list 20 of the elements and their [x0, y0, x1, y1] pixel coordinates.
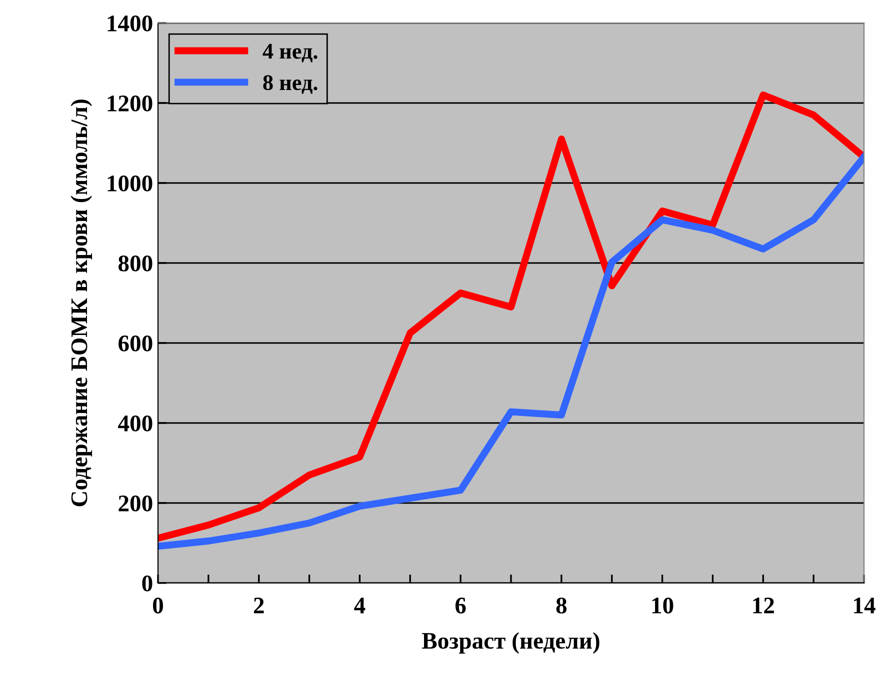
x-tick-label: 12	[753, 598, 774, 614]
y-tick-label: 1400	[108, 15, 152, 32]
y-tick-label: 800	[118, 255, 152, 272]
legend-label: 4 нед.	[262, 44, 318, 62]
y-tick-label: 1000	[108, 175, 152, 192]
x-tick-label: 2	[254, 598, 264, 614]
x-tick-label: 14	[854, 598, 876, 614]
y-tick-label: 200	[118, 495, 152, 512]
x-tick-label: 0	[152, 598, 164, 614]
x-axis-title: Возраст (недели)	[422, 632, 600, 654]
x-tick-label: 4	[354, 598, 366, 614]
y-tick-label: 400	[118, 415, 152, 432]
x-tick-label: 6	[455, 598, 466, 614]
x-tick-label: 8	[556, 598, 567, 614]
y-axis-title: Содержание БОМК в крови (ммоль/л)	[70, 100, 92, 506]
y-tick-label: 600	[118, 335, 152, 352]
legend-label: 8 нед.	[263, 75, 318, 94]
y-tick-label: 0	[142, 575, 152, 592]
y-tick-label: 1200	[108, 95, 152, 112]
x-tick-label: 10	[652, 598, 674, 614]
